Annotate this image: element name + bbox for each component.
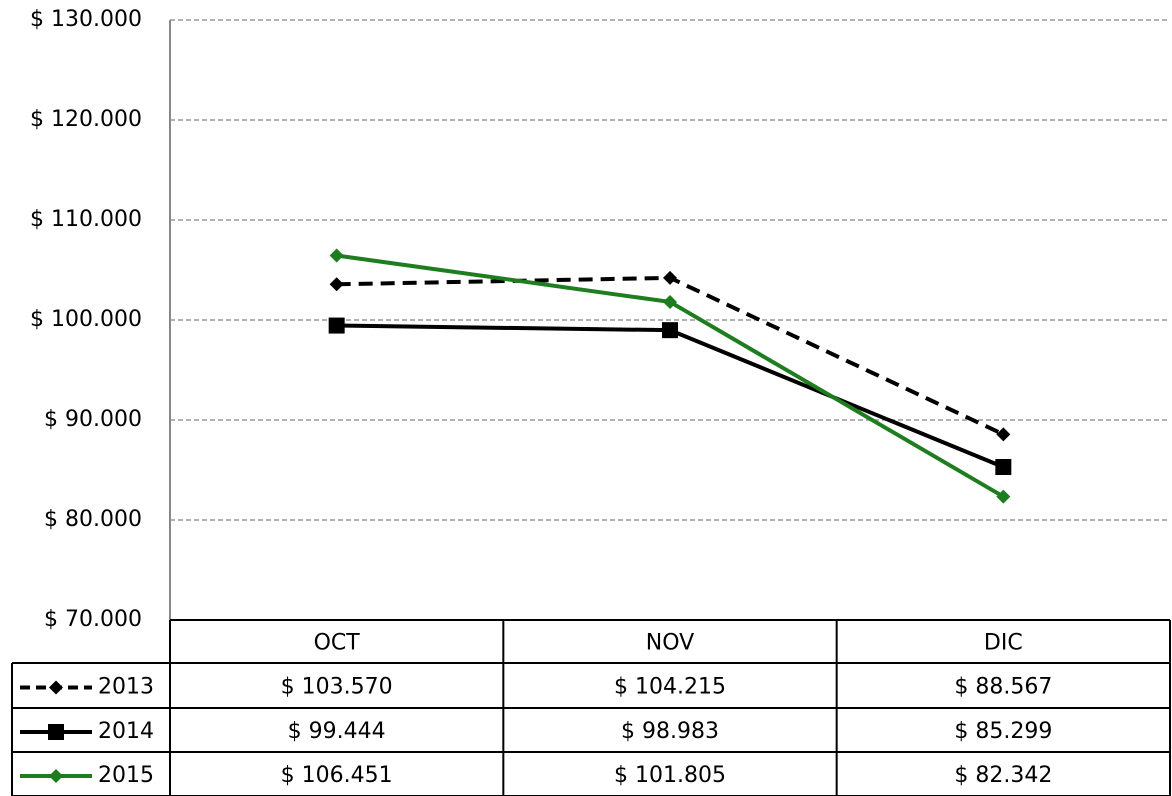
data-label: $ 99.444: [288, 719, 386, 744]
y-tick-label: $ 100.000: [30, 307, 142, 332]
y-tick-label: $ 120.000: [30, 107, 142, 132]
data-label: $ 82.342: [954, 763, 1052, 788]
series-marker: [662, 322, 678, 339]
legend-label: 2014: [98, 719, 154, 744]
legend-label: 2015: [98, 763, 154, 788]
data-label: $ 101.805: [614, 763, 726, 788]
data-label: $ 103.570: [281, 675, 393, 700]
series-line: [336, 323, 1005, 469]
legend-marker: [49, 680, 63, 695]
y-tick-label: $ 80.000: [44, 507, 142, 532]
data-label: $ 88.567: [954, 675, 1052, 700]
data-label: $ 85.299: [954, 719, 1052, 744]
data-label: $ 106.451: [281, 763, 393, 788]
legend-marker: [49, 769, 63, 783]
y-tick-label: $ 90.000: [44, 407, 142, 432]
series-marker: [995, 459, 1012, 476]
series-marker: [663, 270, 677, 285]
data-label: $ 98.983: [621, 719, 719, 744]
series-marker: [329, 277, 344, 292]
y-tick-label: $ 110.000: [30, 207, 142, 232]
data-label: $ 104.215: [614, 675, 726, 700]
y-tick-label: $ 70.000: [44, 607, 142, 632]
x-tick-label: OCT: [314, 631, 361, 656]
x-tick-label: NOV: [646, 631, 694, 656]
x-tick-label: DIC: [984, 631, 1023, 656]
series-marker: [329, 248, 344, 263]
legend-label: 2013: [98, 675, 154, 700]
series-marker: [328, 317, 345, 334]
series-marker: [996, 427, 1011, 442]
y-tick-label: $ 130.000: [30, 7, 142, 32]
series-marker: [663, 294, 677, 309]
series-line: [336, 253, 1005, 499]
series-marker: [996, 489, 1011, 504]
legend-marker: [48, 724, 64, 740]
